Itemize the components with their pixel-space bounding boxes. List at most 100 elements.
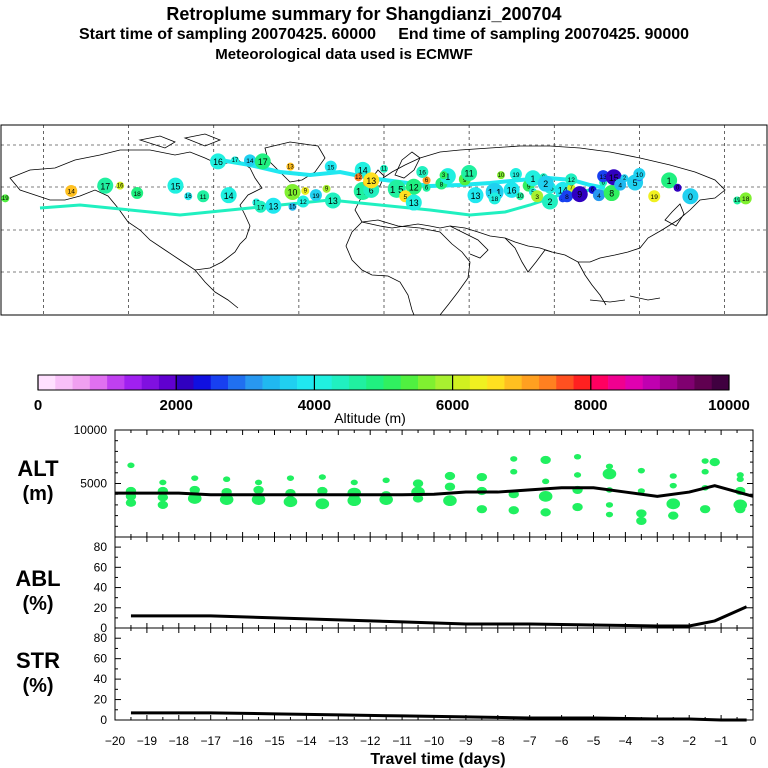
abl-label-line1: ABL — [15, 566, 60, 591]
trajectory-marker: 14 — [243, 154, 256, 167]
colorbar-swatch — [711, 375, 730, 390]
trajectory-marker-label: 12 — [355, 175, 362, 181]
trajectory-marker: 2 — [541, 193, 558, 210]
colorbar-swatch — [435, 375, 453, 390]
trajectory-marker-dot — [648, 190, 661, 203]
alt-point — [283, 496, 298, 508]
x-tick-label: −8 — [491, 734, 505, 748]
y-tick-label: 40 — [94, 581, 108, 595]
colorbar-swatch — [141, 375, 160, 390]
trajectory-marker: 8 — [560, 190, 573, 203]
trajectory-marker: 17 — [231, 156, 240, 165]
trajectory-marker-label: 13 — [287, 164, 294, 170]
trajectory-marker-label: 13 — [471, 191, 481, 201]
colorbar-tick-label: 8000 — [574, 397, 607, 414]
trajectory-marker-label: 16 — [117, 183, 124, 189]
alt-point — [605, 463, 614, 470]
trajectory-marker-label: 5 — [403, 194, 407, 201]
alt-point — [223, 476, 231, 483]
trajectory-marker-dot — [461, 165, 478, 181]
trajectory-marker: 1 — [661, 172, 678, 189]
trajectory-marker-dot — [565, 173, 578, 186]
altitude-colorbar: 0 2000 4000 6000 8000 10000 — [34, 374, 750, 414]
trajectory-marker-label: 19 — [312, 193, 320, 200]
y-tick-label: 20 — [94, 601, 108, 615]
coast-eurasia — [354, 145, 726, 263]
x-tick-label: −9 — [459, 734, 473, 748]
trajectory-marker: 16 — [184, 192, 193, 201]
trajectory-marker-label: 1 2 — [356, 187, 370, 198]
colorbar-swatch — [245, 375, 263, 390]
alt-point — [636, 516, 647, 526]
trajectory-marker-label: 12 — [568, 177, 576, 184]
abl-label-line2: (%) — [22, 593, 53, 615]
colorbar-swatch — [469, 375, 488, 390]
trajectory-marker-dot — [284, 184, 301, 200]
trajectory-marker-dot — [661, 172, 678, 189]
trajectory-marker: 18 — [739, 192, 752, 205]
trajectory-marker: 13 — [405, 194, 422, 211]
trajectory-marker: 14 — [220, 187, 237, 204]
trajectory-marker: 3 — [439, 171, 448, 180]
trajectory-marker: 9 — [322, 184, 331, 193]
start-time-label: Start time of sampling 20070425. 60000 — [78, 26, 376, 43]
coast-north-america — [9, 149, 263, 271]
trajectory-marker-label: 10 — [517, 194, 524, 200]
trajectory-marker: 16 — [416, 165, 429, 178]
trajectory-marker: 12 — [405, 178, 422, 195]
alt-point — [540, 455, 551, 465]
trajectory-markers: 1914171618151611141217131512109191391 26… — [1, 153, 752, 214]
coast-indonesia — [589, 295, 661, 303]
colorbar-swatch — [418, 375, 436, 390]
trajectory-marker: 19 — [733, 196, 742, 205]
sampling-time-line: Start time of sampling 20070425. 60000 E… — [0, 26, 768, 44]
colorbar-swatch — [210, 375, 229, 390]
alt-point — [254, 479, 263, 486]
alt-point — [736, 472, 744, 478]
alt-point — [157, 500, 169, 509]
y-tick-label: 20 — [94, 693, 108, 707]
trajectory-marker-dot — [116, 181, 125, 190]
alt-point — [347, 495, 362, 507]
alt-point — [382, 477, 390, 484]
alt-point — [412, 479, 424, 488]
coast-scandinavia — [394, 151, 421, 179]
colorbar-swatch — [262, 375, 281, 390]
trajectory-marker-label: 8 — [565, 194, 569, 201]
trajectory-marker-label: 2 — [623, 176, 627, 182]
trajectory-marker-dot — [405, 178, 422, 195]
coast-africa — [345, 219, 471, 316]
trajectory-marker-label: 14 — [224, 191, 234, 201]
trajectory-marker: 10 — [497, 171, 506, 180]
trajectory-marker-dot — [422, 183, 431, 192]
colorbar-swatch — [124, 375, 142, 390]
trajectory-marker-label: 9 — [577, 190, 582, 200]
x-tick-label: −12 — [360, 734, 381, 748]
trajectory-marker-dot — [309, 189, 322, 202]
trajectory-marker-label: 6 — [601, 180, 605, 186]
trajectory-marker-dot — [197, 190, 210, 203]
trajectory-marker-label: 18 — [134, 191, 142, 198]
alt-point — [508, 506, 519, 515]
trajectory-marker: 19 — [648, 190, 661, 203]
alt-label-line2: (m) — [22, 483, 53, 505]
alt-point — [189, 485, 200, 495]
str-label-line1: STR — [16, 648, 60, 673]
trajectory-marker-dot — [297, 195, 310, 208]
trajectory-marker: 6 — [422, 183, 431, 192]
trajectory-marker-dot — [541, 193, 558, 210]
trajectory-marker-dot — [416, 165, 429, 178]
colorbar-swatch — [55, 375, 73, 390]
alt-point — [444, 471, 456, 481]
end-time-label: End time of sampling 20070425. 90000 — [398, 26, 690, 43]
trajectory-marker-dot — [560, 190, 573, 203]
trajectory-marker: 19 — [309, 189, 322, 202]
trajectory-marker-dot — [531, 190, 544, 203]
panel-frame — [114, 429, 754, 538]
colorbar-swatch — [72, 375, 91, 390]
trajectory-marker-dot — [509, 168, 522, 181]
trajectory-marker: 17 — [254, 153, 271, 170]
colorbar-swatch — [89, 375, 108, 390]
alt-point — [540, 508, 551, 517]
abl-panel: 80 60 40 20 0 — [94, 536, 754, 635]
